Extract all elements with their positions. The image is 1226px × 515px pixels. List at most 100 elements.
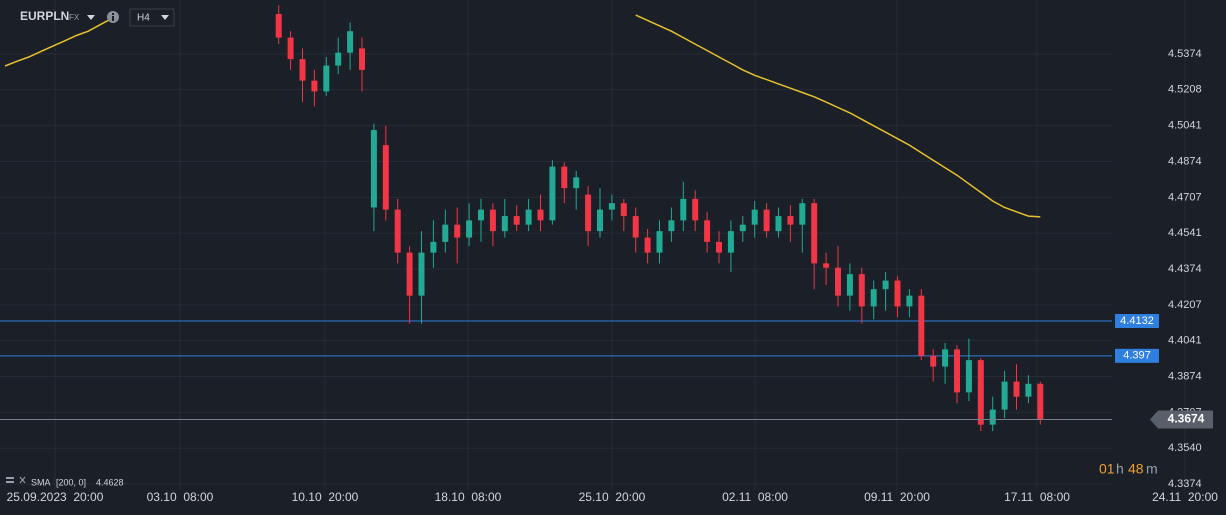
sma-line	[635, 14, 1041, 218]
candle-body	[918, 295, 925, 356]
candle-body	[930, 355, 937, 367]
dropdown-arrow[interactable]	[87, 15, 95, 20]
info-glyph	[112, 16, 114, 21]
candle-body	[763, 209, 770, 232]
candle-body	[858, 274, 865, 307]
candle-body	[835, 267, 841, 296]
candle-body	[597, 209, 603, 232]
candle-body	[394, 209, 401, 253]
y-tick-label: 4.4874	[1168, 155, 1202, 167]
candle-body	[751, 209, 758, 225]
last-price-label: 4.3674	[1168, 412, 1205, 426]
close-icon[interactable]	[19, 476, 26, 484]
candle-body	[466, 220, 473, 238]
candle-body	[513, 216, 520, 225]
indicator-name: SMA	[31, 477, 51, 487]
candle-body	[942, 349, 949, 367]
x-tick-label: 18.10 08:00	[435, 490, 502, 504]
candle-body	[525, 209, 532, 225]
symbol[interactable]: EURPLN	[20, 9, 69, 23]
candle-body	[632, 216, 639, 238]
candle-body	[573, 177, 580, 189]
candle-body	[989, 409, 996, 425]
x-tick-label: 17.11 08:00	[1004, 490, 1070, 504]
candle-body	[727, 231, 734, 253]
candle-body	[311, 80, 318, 92]
candle-body	[823, 263, 830, 268]
level-label: 4.4132	[1120, 315, 1154, 327]
candle-body	[335, 52, 342, 66]
candle-body	[739, 224, 746, 232]
x-tick-label: 25.10 20:00	[579, 490, 646, 504]
candle-body	[418, 252, 425, 296]
info-glyph	[112, 13, 114, 15]
candle-body	[287, 37, 294, 60]
candle-body	[359, 48, 365, 70]
candle-body	[954, 349, 960, 393]
dropdown-arrow[interactable]	[161, 15, 169, 20]
candle-body	[704, 220, 711, 242]
candle-body	[370, 130, 377, 208]
candle-body	[501, 216, 508, 232]
candle-body	[537, 209, 544, 221]
candle-body	[1013, 381, 1020, 397]
grid	[0, 0, 1186, 490]
x-tick-label: 10.10 20:00	[292, 490, 359, 504]
candle-body	[549, 166, 556, 221]
candle-body	[299, 59, 306, 81]
level-label-box	[1115, 348, 1159, 363]
y-tick-label: 4.5041	[1168, 119, 1202, 131]
candle-body	[870, 289, 877, 307]
last-price-box	[1150, 410, 1213, 429]
candle-body	[644, 237, 651, 253]
candle-body	[454, 224, 461, 238]
candle-body	[906, 295, 913, 307]
plot-area	[0, 5, 1112, 432]
x-tick-label: 02.11 08:00	[722, 490, 788, 504]
candle-body	[585, 194, 592, 232]
x-tick-label: 25.09.2023 20:00	[7, 490, 104, 504]
candle-body	[811, 203, 818, 264]
overlay: 4.5374 4.5208 4.5041 4.4874 4.4707 4.4541 4.43…	[7, 48, 1219, 504]
timeframe-box[interactable]	[129, 8, 175, 27]
y-tick-label: 4.4374	[1168, 263, 1202, 275]
candle-body	[561, 166, 568, 189]
y-tick-label: 4.4707	[1168, 191, 1202, 203]
legend-icon	[6, 477, 14, 479]
legend-icon	[6, 481, 14, 483]
countdown-minutes: 48	[1128, 461, 1144, 477]
candle-body	[775, 216, 782, 232]
market: FX	[69, 13, 80, 22]
candle-body	[620, 203, 627, 217]
y-tick-label: 4.5374	[1168, 48, 1202, 60]
candle-body	[382, 145, 389, 210]
candle-body	[1001, 381, 1008, 410]
countdown-unit: h	[1116, 461, 1124, 477]
candle-body	[442, 224, 449, 242]
candle-body	[716, 241, 722, 253]
y-tick-label: 4.5208	[1168, 84, 1202, 96]
candle-body	[1025, 383, 1032, 397]
sma-line	[4, 17, 113, 67]
timeframe[interactable]: H4	[137, 13, 150, 24]
y-tick-label: 4.4207	[1168, 299, 1202, 311]
y-tick-label: 4.4041	[1168, 334, 1202, 346]
candle-body	[894, 280, 901, 307]
candle-body	[347, 31, 354, 53]
candle-body	[275, 13, 282, 38]
candle-body	[1037, 383, 1044, 420]
candle-body	[680, 198, 687, 221]
level-label: 4.397	[1123, 350, 1151, 362]
candle-body	[478, 209, 484, 221]
y-tick-label: 4.3874	[1168, 370, 1202, 382]
candle-body	[846, 274, 853, 296]
candle-body	[692, 198, 699, 221]
y-tick-label: 4.3540	[1168, 442, 1202, 454]
x-tick-label: 03.10 08:00	[147, 490, 214, 504]
toolbar[interactable]: EURPLN FX H4	[20, 8, 175, 27]
candle-body	[608, 203, 615, 210]
indicator-legend[interactable]: SMA [200, 0] 4.4628	[6, 476, 124, 487]
countdown: 01 h 48 m	[1099, 461, 1158, 477]
